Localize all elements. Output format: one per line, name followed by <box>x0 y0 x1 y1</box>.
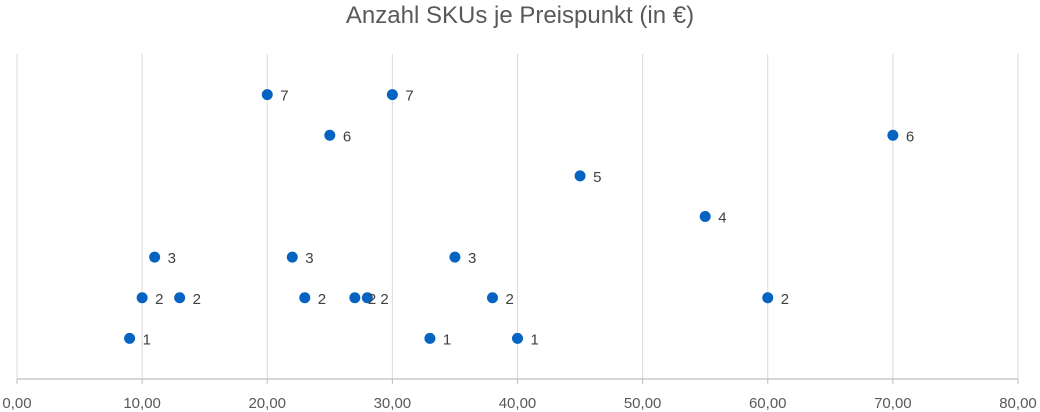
data-point <box>699 211 711 222</box>
gridlines <box>16 54 1019 379</box>
data-label: 2 <box>368 291 376 308</box>
x-tick-label: 0,00 <box>2 395 31 412</box>
data-point <box>286 251 298 263</box>
x-axis: 0,00 10,00 20,00 30,00 40,00 50,00 60,00 70,00 8… <box>2 378 1037 412</box>
data-point <box>887 129 899 141</box>
data-label: 3 <box>305 250 313 267</box>
data-points <box>124 89 899 344</box>
data-label: 1 <box>143 331 151 348</box>
data-point <box>762 292 774 304</box>
data-label: 7 <box>405 88 413 105</box>
data-point <box>136 292 148 304</box>
data-label: 1 <box>531 331 539 348</box>
data-label: 2 <box>193 291 201 308</box>
data-point <box>299 292 311 304</box>
x-tick-label: 80,00 <box>999 395 1037 412</box>
x-tick-label: 30,00 <box>374 395 412 412</box>
x-tick-label: 10,00 <box>123 395 161 412</box>
data-label: 1 <box>443 331 451 348</box>
data-label: 3 <box>168 250 176 267</box>
x-tick-label: 70,00 <box>874 395 912 412</box>
data-label: 2 <box>505 291 513 308</box>
data-label: 2 <box>318 291 326 308</box>
data-label: 6 <box>906 128 914 145</box>
data-point <box>324 129 336 141</box>
data-label: 5 <box>593 169 601 186</box>
x-tick-label: 20,00 <box>248 395 286 412</box>
data-point <box>361 292 373 304</box>
x-tick-label: 50,00 <box>624 395 662 412</box>
data-label: 2 <box>781 291 789 308</box>
chart-title: Anzahl SKUs je Preispunkt (in €) <box>345 2 695 29</box>
data-label: 7 <box>280 88 288 105</box>
data-label: 2 <box>155 291 163 308</box>
data-label: 4 <box>718 210 726 227</box>
x-tick-label: 60,00 <box>749 395 787 412</box>
x-tick-label: 40,00 <box>499 395 537 412</box>
data-point <box>574 170 586 182</box>
data-point <box>124 332 136 344</box>
data-point <box>449 251 461 263</box>
data-point <box>349 292 361 304</box>
data-point <box>486 292 498 304</box>
data-point <box>261 89 273 101</box>
data-label: 6 <box>343 128 351 145</box>
data-label: 3 <box>468 250 476 267</box>
data-point <box>424 332 436 344</box>
data-point <box>174 292 186 304</box>
data-point <box>512 332 523 344</box>
data-point <box>386 89 398 101</box>
data-label: 2 <box>380 291 388 308</box>
data-point <box>149 251 161 263</box>
